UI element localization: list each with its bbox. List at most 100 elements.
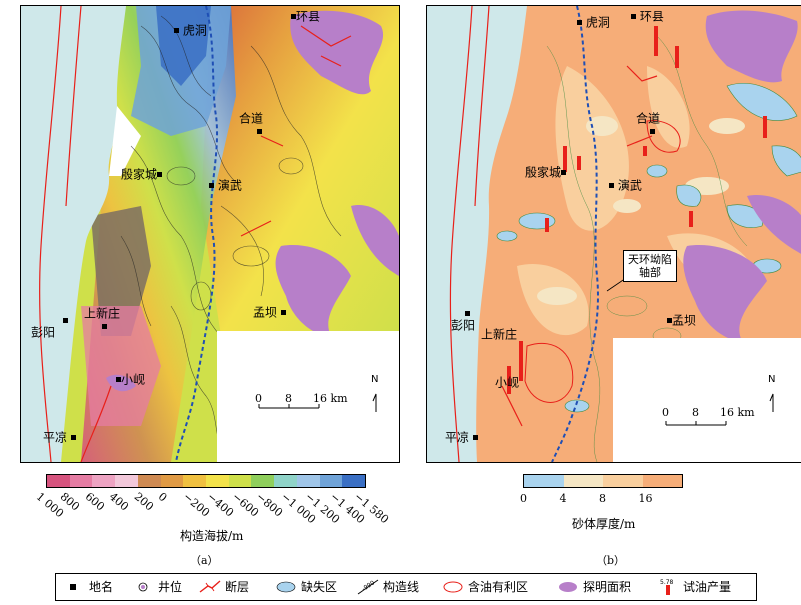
place-huanxian: 环县 xyxy=(291,10,320,23)
north-label: N xyxy=(371,374,379,385)
square-icon xyxy=(609,183,614,188)
test-bar xyxy=(507,366,511,394)
missing-zone-icon xyxy=(274,578,298,596)
square-icon xyxy=(667,318,672,323)
color-swatch xyxy=(603,475,643,487)
place-mengba: 孟坝 xyxy=(667,314,696,327)
place-huanxian: 环县 xyxy=(631,10,664,23)
square-icon xyxy=(280,310,286,315)
color-swatch xyxy=(69,475,93,487)
place-xiaoxian: 小岘 xyxy=(116,373,145,386)
legend-tick-label: −600 xyxy=(229,490,261,520)
place-yinjiacheng: 殷家城 xyxy=(121,168,163,181)
proven-areas xyxy=(106,10,399,392)
color-swatch xyxy=(563,475,603,487)
legend-tick-label: 8 xyxy=(599,492,606,505)
square-icon xyxy=(62,578,86,596)
test-bar xyxy=(675,46,679,68)
axis-callout: 天环坳陷 轴部 xyxy=(623,250,677,282)
scale-bar xyxy=(665,421,727,426)
legend-tick-label: −200 xyxy=(180,490,212,520)
elevation-legend-title: 构造海拔/m xyxy=(180,529,244,543)
place-heda: 合道 xyxy=(636,112,660,137)
scale-label-8: 8 xyxy=(692,406,699,419)
fault-icon xyxy=(198,578,222,596)
zero-sand-lenses xyxy=(496,83,801,413)
legend-tick-label: 0 xyxy=(520,492,527,505)
svg-text:5.78: 5.78 xyxy=(660,579,674,586)
color-swatch xyxy=(92,475,116,487)
map-key: 地名 井位 断层 缺失区 -990 构造线 含油有利区 探明面积 5.78 试油… xyxy=(55,573,757,601)
square-icon xyxy=(116,377,121,382)
test-output-bars xyxy=(507,26,767,394)
place-shangxinzhuang: 上新庄 xyxy=(481,327,518,342)
color-swatch xyxy=(251,475,275,487)
square-icon xyxy=(70,435,76,440)
color-swatch xyxy=(342,475,366,487)
sand-color-bar xyxy=(523,474,683,488)
square-icon xyxy=(157,172,163,177)
proven-areas xyxy=(683,10,801,341)
place-pengyang: 彭阳 xyxy=(31,314,68,339)
structure-map-panel: 虎洞 环县 合道 殷家城 演武 上新庄 彭阳 孟坝 小岘 平凉 0 8 16 k… xyxy=(20,5,400,463)
oil-zone-icon xyxy=(441,578,465,596)
legend-tick-label: 400 xyxy=(107,490,132,514)
test-bar xyxy=(643,146,647,156)
place-hudong: 虎洞 xyxy=(174,24,207,37)
proven-area-icon xyxy=(556,578,580,596)
color-swatch xyxy=(183,475,207,487)
legend-tick-label: 600 xyxy=(82,490,108,514)
contour-icon: -990 xyxy=(356,578,380,596)
elevation-color-bar xyxy=(46,474,366,488)
square-icon xyxy=(102,323,107,329)
color-swatch xyxy=(47,475,70,487)
missing-area xyxy=(21,6,126,462)
scale-bar xyxy=(258,404,320,409)
color-swatch xyxy=(160,475,184,487)
place-mengba: 孟坝 xyxy=(253,306,286,319)
scale-label-0: 0 xyxy=(255,392,262,405)
test-bar xyxy=(689,211,693,227)
square-icon xyxy=(291,14,296,19)
square-icon xyxy=(465,311,470,316)
legend-tick-label: −400 xyxy=(204,490,237,520)
square-icon xyxy=(650,128,655,134)
depression-axis xyxy=(175,6,219,462)
square-icon xyxy=(209,183,214,188)
place-hudong: 虎洞 xyxy=(577,16,610,29)
callout-line-2: 轴部 xyxy=(639,266,661,279)
square-icon xyxy=(174,28,179,33)
high-elevation-zone xyxy=(81,306,161,426)
square-icon xyxy=(257,128,262,134)
north-arrow xyxy=(769,393,774,412)
place-shangxinzhuang: 上新庄 xyxy=(84,307,120,332)
place-yanwu: 演武 xyxy=(609,179,642,192)
well-icon xyxy=(131,578,155,596)
fault-lines xyxy=(39,6,352,462)
caption-b: （b） xyxy=(596,554,626,567)
oil-favorable-zones xyxy=(524,120,681,403)
color-swatch xyxy=(137,475,161,487)
legend-tick-label: 200 xyxy=(131,490,156,514)
scale-label-0: 0 xyxy=(662,406,669,419)
legend-tick-label: 4 xyxy=(559,492,567,505)
square-icon xyxy=(561,170,567,175)
sand-thickness-map-panel: 虎洞 环县 合道 殷家城 演武 上新庄 彭阳 孟坝 小岘 平凉 天环坳陷 轴部 … xyxy=(426,5,801,463)
square-icon xyxy=(472,435,478,440)
test-bar xyxy=(577,156,581,170)
place-xiaoxian: 小岘 xyxy=(495,375,520,390)
square-icon xyxy=(63,318,68,323)
color-swatch xyxy=(206,475,229,487)
callout-line-1: 天环坳陷 xyxy=(628,253,672,266)
missing-notch xyxy=(109,106,141,176)
scale-corner xyxy=(613,338,801,462)
fault-lines xyxy=(449,6,658,462)
uplift-zone xyxy=(91,206,151,336)
test-bar xyxy=(654,26,658,56)
scale-label-8: 8 xyxy=(285,392,292,405)
test-output-icon: 5.78 xyxy=(656,578,680,596)
color-swatch xyxy=(228,475,252,487)
depression-axis xyxy=(551,6,599,462)
structure-map-canvas xyxy=(21,6,399,462)
place-heda: 合道 xyxy=(239,112,263,137)
